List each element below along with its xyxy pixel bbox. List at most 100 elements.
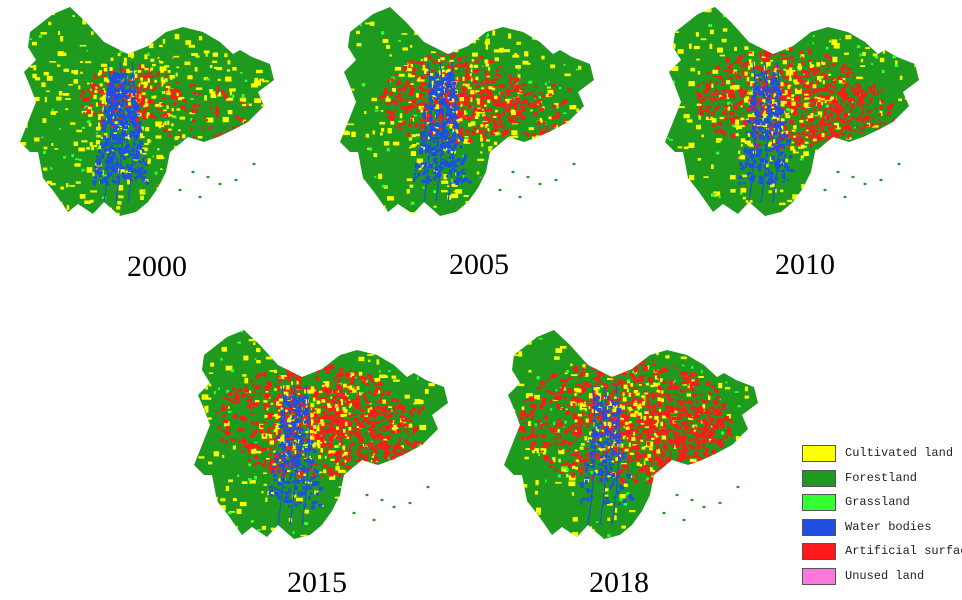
artificial-patch <box>849 109 853 113</box>
cultivated-patch <box>410 45 413 48</box>
cultivated-patch <box>409 146 412 149</box>
cultivated-patch <box>665 150 668 156</box>
artificial-patch <box>815 123 818 128</box>
cultivated-patch <box>162 66 166 72</box>
artificial-patch <box>289 386 293 390</box>
cultivated-patch <box>144 143 149 146</box>
cultivated-patch <box>678 106 685 109</box>
water-patch <box>116 76 120 80</box>
cultivated-patch <box>226 165 233 170</box>
cultivated-patch <box>881 44 885 48</box>
artificial-patch <box>739 62 743 64</box>
artificial-patch <box>175 81 180 84</box>
artificial-patch <box>842 120 846 125</box>
artificial-patch <box>802 131 805 135</box>
cultivated-patch <box>437 488 443 494</box>
water-patch <box>110 160 114 164</box>
water-patch <box>738 176 743 180</box>
cultivated-patch <box>451 21 454 27</box>
cultivated-patch <box>829 179 836 183</box>
artificial-patch <box>509 85 513 88</box>
cultivated-patch <box>788 84 792 87</box>
island <box>538 182 542 186</box>
cultivated-patch <box>209 89 214 94</box>
cultivated-patch <box>797 65 801 70</box>
cultivated-patch <box>470 77 473 82</box>
water-patch <box>131 101 135 106</box>
water-patch <box>447 107 452 110</box>
water-patch <box>126 143 130 148</box>
cultivated-patch <box>210 362 215 367</box>
artificial-patch <box>697 83 700 87</box>
artificial-patch <box>174 102 176 107</box>
cultivated-patch <box>127 37 135 39</box>
artificial-patch <box>460 92 463 95</box>
artificial-patch <box>210 106 213 110</box>
water-patch <box>134 170 137 174</box>
water-patch <box>764 160 769 164</box>
cultivated-patch <box>58 201 63 204</box>
water-patch <box>766 95 772 97</box>
cultivated-patch <box>492 116 497 118</box>
water-patch <box>114 96 118 99</box>
grassland-patch <box>251 141 255 145</box>
grassland-patch <box>244 79 248 83</box>
cultivated-patch <box>114 121 118 124</box>
cultivated-patch <box>418 106 422 110</box>
water-patch <box>106 157 110 160</box>
artificial-patch <box>857 84 861 89</box>
cultivated-patch <box>391 375 397 379</box>
cultivated-patch <box>212 149 215 154</box>
water-patch <box>129 75 134 78</box>
year-label-2005: 2005 <box>449 248 509 281</box>
water-patch <box>773 132 778 136</box>
water-patch <box>774 112 779 117</box>
artificial-patch <box>415 61 420 64</box>
water-patch <box>122 149 127 155</box>
cultivated-patch <box>394 66 402 71</box>
cultivated-patch <box>380 110 384 112</box>
cultivated-patch <box>726 80 731 85</box>
artificial-patch <box>297 390 301 393</box>
cultivated-patch <box>695 124 702 130</box>
artificial-patch <box>349 368 352 371</box>
water-patch <box>454 138 457 142</box>
artificial-patch <box>767 69 771 73</box>
water-patch <box>740 168 745 170</box>
artificial-patch <box>884 130 889 135</box>
water-patch <box>434 168 439 172</box>
cultivated-patch <box>474 38 480 41</box>
water-patch <box>435 76 438 80</box>
cultivated-patch <box>480 134 483 139</box>
cultivated-patch <box>749 63 754 68</box>
artificial-patch <box>348 413 352 418</box>
cultivated-patch <box>447 96 450 99</box>
artificial-patch <box>432 60 436 65</box>
artificial-patch <box>399 98 404 103</box>
artificial-patch <box>404 92 406 96</box>
artificial-patch <box>836 99 839 102</box>
cultivated-patch <box>410 145 416 148</box>
grassland-patch <box>254 358 257 360</box>
water-patch <box>759 73 763 76</box>
water-patch <box>752 86 755 89</box>
water-patch <box>765 86 768 91</box>
water-patch <box>765 133 769 137</box>
cultivated-patch <box>459 97 465 102</box>
cultivated-patch <box>194 409 199 415</box>
artificial-patch <box>781 116 785 121</box>
artificial-patch <box>846 126 851 131</box>
artificial-patch <box>479 102 484 106</box>
water-patch <box>425 147 429 152</box>
artificial-patch <box>562 130 566 134</box>
cultivated-patch <box>665 186 671 191</box>
cultivated-patch <box>437 41 442 46</box>
cultivated-patch <box>671 66 679 72</box>
cultivated-patch <box>800 144 805 149</box>
artificial-patch <box>746 61 750 63</box>
artificial-patch <box>736 58 740 63</box>
artificial-patch <box>458 94 464 98</box>
cultivated-patch <box>530 171 537 175</box>
cultivated-patch <box>821 133 825 138</box>
cultivated-patch <box>130 70 134 73</box>
